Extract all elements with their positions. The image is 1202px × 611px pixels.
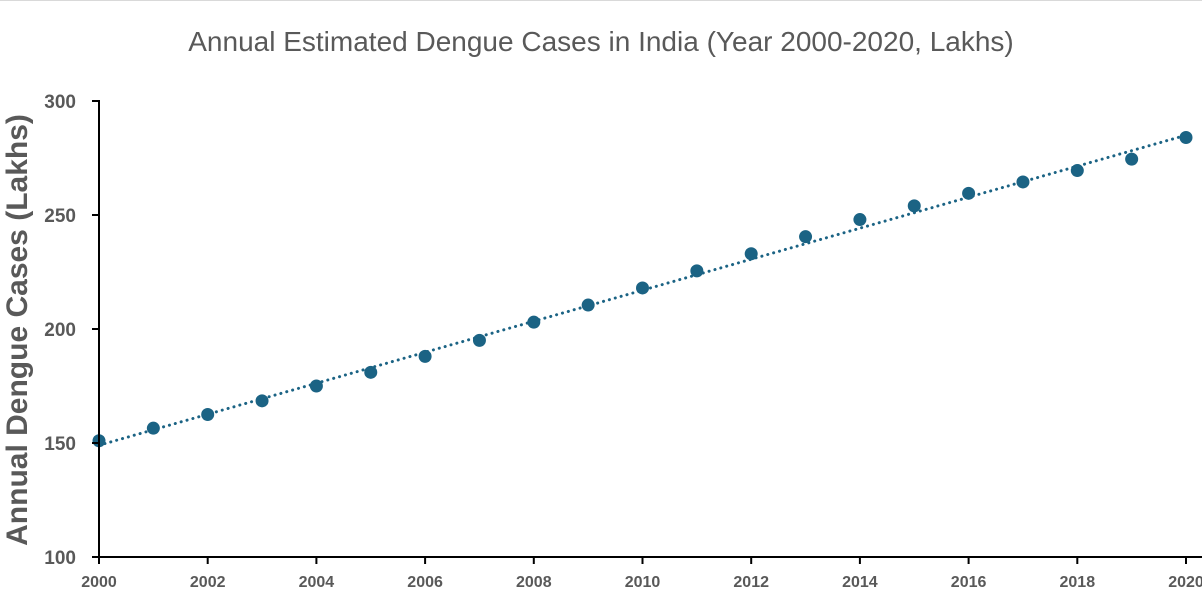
x-tick-label: 2000 bbox=[81, 574, 117, 591]
trendline-layer bbox=[97, 133, 1188, 447]
chart-title: Annual Estimated Dengue Cases in India (… bbox=[188, 26, 1014, 57]
y-tick-label: 200 bbox=[44, 320, 76, 341]
data-point bbox=[636, 281, 649, 295]
x-tick-label: 2004 bbox=[299, 574, 335, 591]
data-point bbox=[472, 333, 486, 347]
data-point bbox=[309, 379, 323, 393]
top-divider bbox=[0, 0, 1202, 1]
data-point bbox=[581, 298, 595, 312]
axes-layer bbox=[92, 100, 1202, 564]
data-points-layer bbox=[92, 130, 1193, 448]
x-tick-label: 2012 bbox=[733, 574, 769, 591]
data-point bbox=[853, 213, 867, 227]
x-tick-label: 2010 bbox=[625, 574, 661, 591]
x-tick-label: 2002 bbox=[190, 574, 226, 591]
trendline bbox=[97, 133, 1188, 447]
x-tick-label: 2016 bbox=[951, 574, 987, 591]
data-point bbox=[1179, 130, 1193, 144]
y-tick-label: 150 bbox=[44, 434, 76, 455]
data-point bbox=[962, 186, 976, 200]
x-tick-label: 2020 bbox=[1168, 574, 1202, 591]
data-point bbox=[744, 247, 758, 261]
data-point bbox=[201, 408, 215, 421]
y-tick-label: 100 bbox=[44, 548, 76, 569]
data-point bbox=[255, 394, 269, 408]
data-point bbox=[146, 421, 160, 435]
x-tick-label: 2014 bbox=[842, 574, 878, 591]
data-point bbox=[527, 315, 541, 329]
y-tick-label: 300 bbox=[44, 92, 76, 113]
x-tick-label: 2018 bbox=[1060, 574, 1096, 591]
data-point bbox=[1070, 164, 1084, 178]
x-tick-label: 2008 bbox=[516, 574, 552, 591]
tick-labels-layer: 100 150 200 250 300 2000 2002 2004 2006 2008 2010 2… bbox=[44, 92, 1202, 591]
data-point bbox=[418, 349, 432, 363]
y-axis-title: Annual Dengue Cases (Lakhs) bbox=[1, 114, 34, 546]
data-point bbox=[907, 199, 921, 213]
data-point bbox=[690, 264, 704, 278]
data-point bbox=[799, 230, 813, 244]
y-tick-label: 250 bbox=[44, 206, 76, 227]
data-point bbox=[1125, 152, 1139, 166]
data-point bbox=[364, 365, 378, 379]
x-tick-label: 2006 bbox=[407, 574, 443, 591]
data-point bbox=[1016, 175, 1030, 189]
